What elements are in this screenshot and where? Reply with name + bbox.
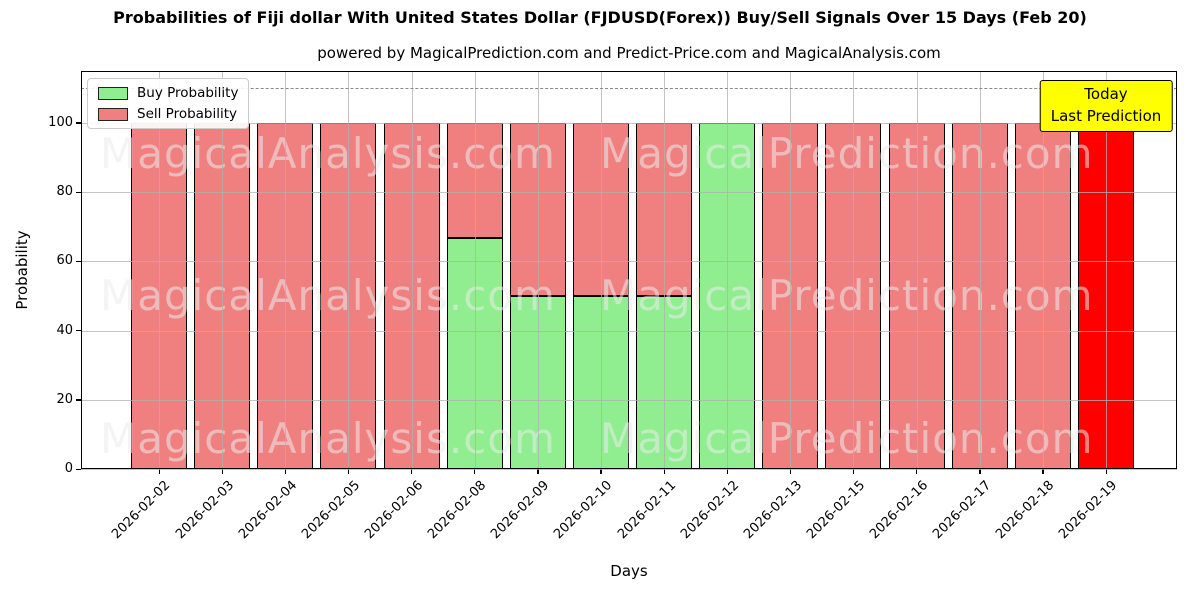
gridline-vertical [790,71,792,469]
x-tick-label: 2026-02-05 [298,478,364,543]
x-axis-tick [979,469,981,474]
gridline-horizontal [81,261,1177,263]
x-axis-tick [158,469,160,474]
x-axis-label: Days [610,562,648,580]
legend-swatch-buy [98,86,128,100]
y-axis-tick [76,468,81,470]
y-axis-label: Probability [13,230,31,310]
watermark-text: MagicalAnalysis.com [100,414,556,463]
x-axis-tick [1042,469,1044,474]
today-annotation-box: Today Last Prediction [1039,80,1173,132]
x-tick-label: 2026-02-17 [930,478,995,543]
y-tick-label: 60 [56,253,73,269]
annotation-line-today: Today [1084,85,1128,103]
x-axis-tick [347,469,350,474]
gridline-horizontal [81,399,1177,401]
gridline-horizontal [81,122,1177,124]
x-axis-tick [663,469,665,474]
x-tick-label: 2026-02-09 [488,478,553,543]
x-tick-label: 2026-02-03 [172,478,237,543]
gridline-vertical [537,71,539,469]
watermark-text: MagicalAnalysis.com [100,271,556,320]
legend-label-sell: Sell Probability [137,106,238,122]
legend-swatch-sell [98,107,128,121]
x-tick-label: 2026-02-06 [362,478,427,543]
watermark-text: MagicalPrediction.com [600,271,1094,320]
legend: Buy Probability Sell Probability [87,78,250,129]
watermark-text: MagicalPrediction.com [600,129,1094,178]
x-tick-label: 2026-02-18 [993,478,1058,543]
gridline-vertical [159,71,160,469]
gridline-horizontal [81,330,1177,332]
chart-title: Probabilities of Fiji dollar With United… [113,8,1087,27]
gridline-vertical [727,71,729,469]
gridline-horizontal [81,469,1177,470]
x-tick-label: 2026-02-16 [867,478,932,543]
dashed-guide-line [81,88,1177,90]
y-tick-label: 40 [56,322,73,338]
chart-subtitle: powered by MagicalPrediction.com and Pre… [317,44,941,62]
gridline-vertical [411,71,413,469]
x-axis-tick [600,469,602,474]
y-tick-label: 80 [56,184,73,200]
gridline-vertical [1106,71,1107,469]
x-tick-label: 2026-02-08 [425,478,490,543]
y-tick-label: 0 [64,461,73,476]
x-axis-tick [852,469,855,474]
watermark-text: MagicalAnalysis.com [100,129,556,178]
x-axis-tick [726,469,728,474]
watermark-text: MagicalPrediction.com [600,414,1094,463]
y-axis-tick [76,260,81,263]
gridline-vertical [1042,71,1044,469]
x-tick-label: 2026-02-10 [551,478,616,543]
gridline-vertical [222,71,224,469]
annotation-line-last-prediction: Last Prediction [1050,106,1162,125]
x-tick-label: 2026-02-02 [109,478,174,543]
legend-label-buy: Buy Probability [137,85,239,101]
gridline-vertical [916,71,918,469]
gridline-vertical [600,71,602,469]
legend-item-buy: Buy Probability [98,85,238,101]
x-axis-tick [537,469,539,474]
x-tick-label: 2026-02-15 [804,478,869,543]
y-tick-label: 100 [48,114,73,130]
x-axis-tick [916,469,918,474]
x-axis-tick [789,469,792,474]
x-tick-label: 2026-02-12 [677,478,742,543]
y-axis-tick [76,191,81,193]
y-axis-tick [76,399,81,401]
y-axis-tick [76,330,81,332]
x-axis-tick [474,469,476,474]
x-tick-label: 2026-02-11 [614,478,679,543]
legend-item-sell: Sell Probability [98,106,238,122]
gridline-vertical [664,71,666,469]
gridline-vertical [348,71,350,469]
x-axis-tick [1105,469,1107,474]
y-axis-tick [76,122,81,124]
gridline-vertical [853,71,855,469]
x-axis-tick [221,469,223,474]
x-tick-label: 2026-02-13 [740,478,805,543]
gridline-horizontal [81,192,1177,194]
x-tick-label: 2026-02-04 [235,478,300,543]
gridline-vertical [474,71,476,469]
y-tick-label: 20 [56,391,73,407]
x-axis-tick [411,469,413,474]
gridline-vertical [979,71,981,469]
x-axis-tick [284,469,287,474]
x-tick-label: 2026-02-19 [1056,478,1121,543]
gridline-vertical [285,71,287,469]
